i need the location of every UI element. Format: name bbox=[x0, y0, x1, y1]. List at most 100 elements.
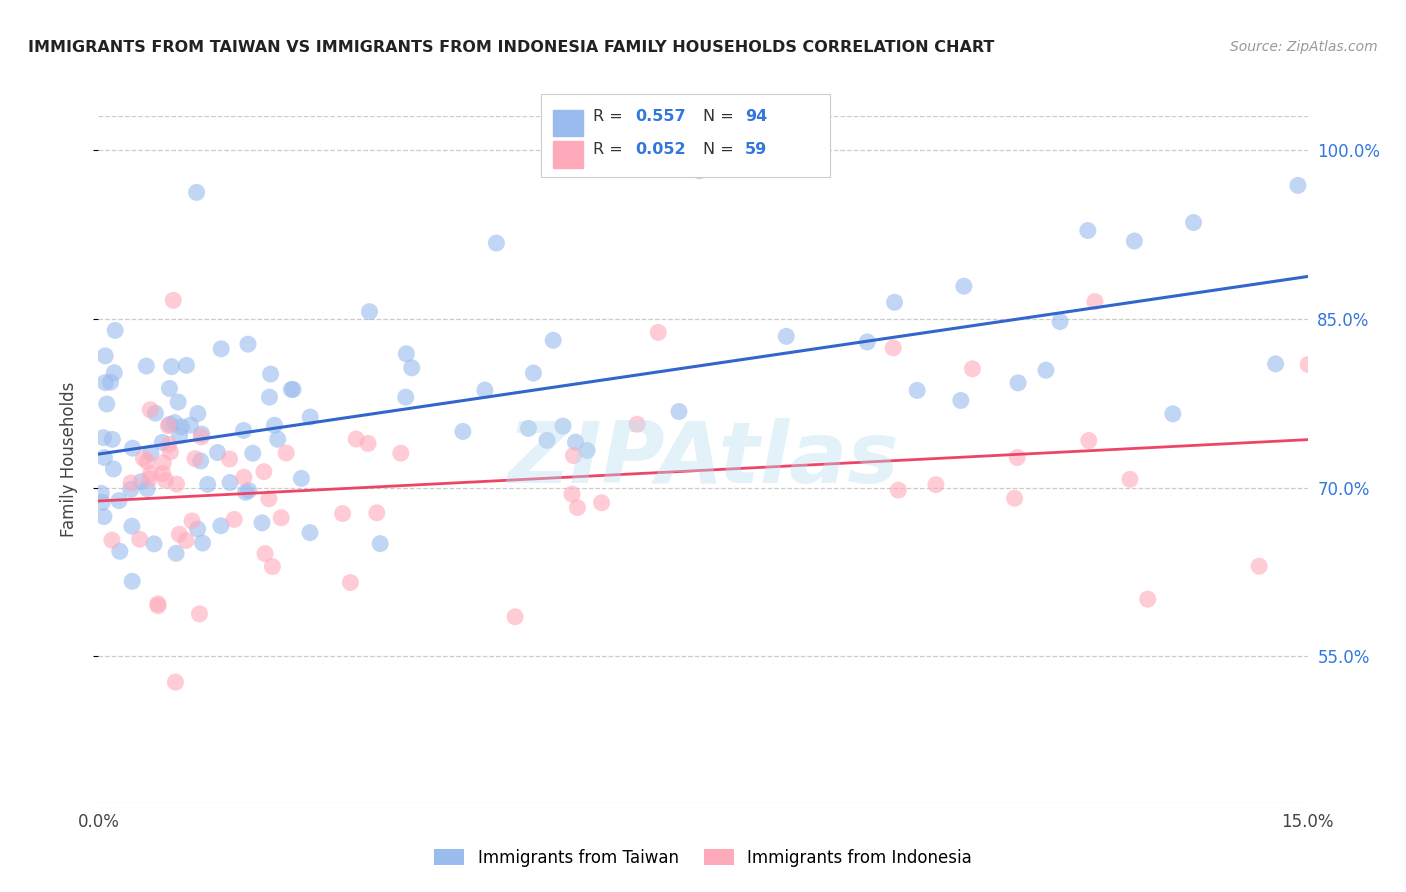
Point bbox=[108, 493, 131, 508]
Point bbox=[132, 451, 155, 466]
Point bbox=[262, 559, 284, 574]
Point bbox=[389, 446, 412, 460]
Point bbox=[91, 495, 114, 509]
Point bbox=[564, 435, 586, 450]
Text: N =: N = bbox=[703, 110, 740, 124]
Point bbox=[143, 537, 166, 551]
Point bbox=[1035, 363, 1057, 377]
Point bbox=[485, 235, 508, 250]
Point bbox=[280, 383, 302, 397]
Point bbox=[145, 406, 167, 420]
Point bbox=[668, 404, 690, 418]
Point bbox=[647, 326, 669, 340]
Point bbox=[339, 575, 361, 590]
Point bbox=[366, 506, 388, 520]
Point bbox=[174, 533, 197, 548]
Point bbox=[233, 470, 256, 484]
Point bbox=[169, 428, 191, 442]
Point bbox=[1249, 559, 1271, 574]
Point bbox=[1296, 358, 1319, 372]
Point bbox=[104, 323, 127, 337]
Point bbox=[266, 432, 288, 446]
Point bbox=[474, 383, 496, 397]
Point bbox=[522, 366, 544, 380]
Point bbox=[190, 430, 212, 444]
Point bbox=[170, 419, 193, 434]
Point bbox=[551, 419, 574, 434]
Point bbox=[775, 329, 797, 343]
Point bbox=[146, 599, 169, 613]
Point bbox=[925, 477, 948, 491]
Point bbox=[236, 337, 259, 351]
Point bbox=[121, 441, 143, 455]
Point bbox=[688, 163, 710, 178]
Point bbox=[541, 333, 564, 347]
Point bbox=[176, 359, 198, 373]
Point bbox=[253, 465, 276, 479]
Point bbox=[90, 486, 112, 500]
Point bbox=[1119, 472, 1142, 486]
Point bbox=[882, 341, 904, 355]
Point bbox=[254, 547, 277, 561]
Point bbox=[1005, 450, 1028, 465]
Point bbox=[953, 279, 976, 293]
Point bbox=[101, 533, 124, 548]
Point bbox=[100, 375, 122, 389]
Point bbox=[332, 507, 354, 521]
Point bbox=[259, 390, 281, 404]
Text: 94: 94 bbox=[745, 110, 768, 124]
Point bbox=[503, 609, 526, 624]
Point bbox=[344, 432, 367, 446]
Text: 0.052: 0.052 bbox=[636, 143, 686, 157]
Point bbox=[1123, 234, 1146, 248]
Point bbox=[103, 462, 125, 476]
Point bbox=[561, 487, 583, 501]
Point bbox=[224, 512, 246, 526]
Point bbox=[152, 456, 174, 470]
Point bbox=[395, 390, 418, 404]
Point bbox=[1077, 434, 1099, 448]
Point bbox=[357, 436, 380, 450]
Point bbox=[162, 293, 184, 308]
Point bbox=[359, 304, 381, 318]
Point bbox=[165, 675, 187, 690]
Point bbox=[181, 514, 204, 528]
Point bbox=[1286, 178, 1309, 193]
Point bbox=[883, 295, 905, 310]
Point bbox=[184, 451, 207, 466]
Point bbox=[209, 342, 232, 356]
Legend: Immigrants from Taiwan, Immigrants from Indonesia: Immigrants from Taiwan, Immigrants from … bbox=[427, 842, 979, 873]
Point bbox=[188, 607, 211, 621]
Point bbox=[962, 361, 984, 376]
Point bbox=[451, 425, 474, 439]
Point bbox=[96, 397, 118, 411]
Point bbox=[281, 383, 304, 397]
Text: ZIPAtlas: ZIPAtlas bbox=[508, 417, 898, 501]
Point bbox=[139, 402, 162, 417]
Point bbox=[368, 536, 391, 550]
Point bbox=[159, 445, 181, 459]
Point bbox=[190, 454, 212, 468]
Point bbox=[290, 471, 312, 485]
Point bbox=[129, 475, 152, 489]
Point bbox=[567, 500, 589, 515]
Y-axis label: Family Households: Family Households bbox=[59, 382, 77, 537]
Point bbox=[1004, 491, 1026, 506]
Point bbox=[138, 472, 160, 486]
Point bbox=[887, 483, 910, 497]
Point bbox=[207, 445, 229, 459]
Point bbox=[169, 527, 191, 541]
Point bbox=[257, 491, 280, 506]
Text: N =: N = bbox=[703, 143, 740, 157]
Point bbox=[209, 518, 232, 533]
Point bbox=[146, 597, 169, 611]
Point bbox=[155, 473, 177, 487]
Point bbox=[103, 366, 125, 380]
Point bbox=[120, 475, 142, 490]
Point bbox=[94, 376, 117, 390]
Point bbox=[121, 519, 143, 533]
Point bbox=[160, 359, 183, 374]
Point bbox=[1084, 294, 1107, 309]
Point bbox=[163, 416, 186, 430]
Point bbox=[179, 418, 201, 433]
